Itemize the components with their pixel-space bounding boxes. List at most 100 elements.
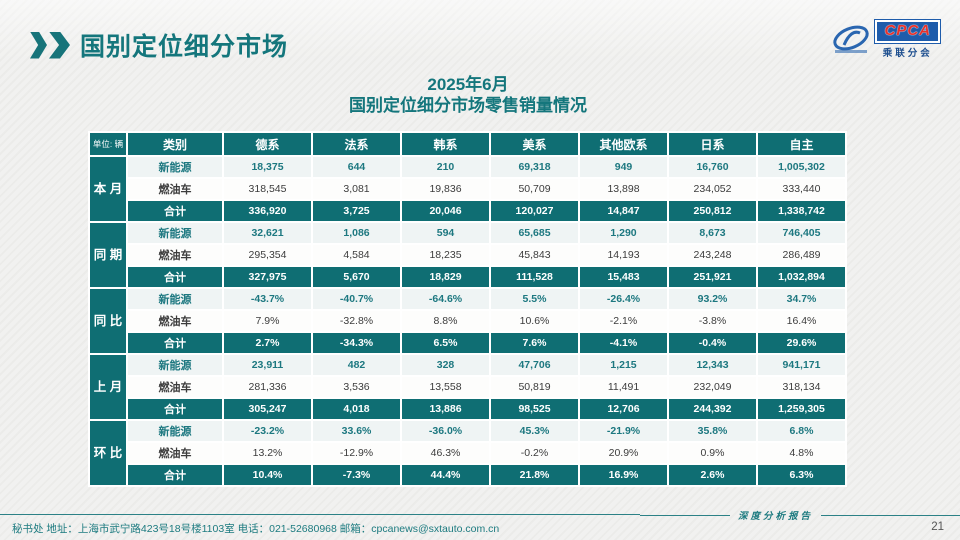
table-cell: -21.9% (580, 421, 667, 441)
row-label: 新能源 (128, 223, 222, 243)
group-label: 同 比 (90, 289, 126, 353)
table-cell: -34.3% (313, 333, 400, 353)
table-cell: -64.6% (402, 289, 489, 309)
table-cell: 1,290 (580, 223, 667, 243)
cpca-logo-text: CPCA 乘联分会 (874, 19, 941, 59)
table-cell: 244,392 (669, 399, 756, 419)
page-title: 国别定位细分市场 (80, 33, 289, 61)
table-cell: 15,483 (580, 267, 667, 287)
table-cell: 45,843 (491, 245, 578, 265)
cpca-logo-swoosh-icon (831, 21, 871, 57)
row-label: 燃油车 (128, 377, 222, 397)
group-label: 本 月 (90, 157, 126, 221)
sales-table: 单位: 辆类别 德系 法系 韩系 美系 其他欧系 日系 自主本 月新能源 18,375 644 21… (88, 131, 847, 487)
table-cell: 1,259,305 (758, 399, 845, 419)
cpca-name-cn: 乘联分会 (882, 47, 933, 59)
row-label: 燃油车 (128, 311, 222, 331)
table-title-line1: 2025年6月 (427, 75, 509, 94)
table-cell: 120,027 (491, 201, 578, 221)
table-row: 燃油车 318,545 3,081 19,836 50,709 13,898 234,052… (90, 179, 845, 199)
table-cell: 10.6% (491, 311, 578, 331)
table-cell: 232,049 (669, 377, 756, 397)
table-cell: 18,829 (402, 267, 489, 287)
table-cell: -4.1% (580, 333, 667, 353)
row-label: 合计 (128, 201, 222, 221)
table-cell: 47,706 (491, 355, 578, 375)
table-cell: 10.4% (224, 465, 311, 485)
table-cell: 2.6% (669, 465, 756, 485)
column-header: 其他欧系 (580, 133, 667, 155)
table-title: 2025年6月 国别定位细分市场零售销量情况 (88, 74, 848, 117)
table-cell: 50,709 (491, 179, 578, 199)
table-cell: 69,318 (491, 157, 578, 177)
table-cell: 286,489 (758, 245, 845, 265)
table-cell: 65,685 (491, 223, 578, 243)
row-label: 合计 (128, 333, 222, 353)
table-cell: 0.9% (669, 443, 756, 463)
column-header: 美系 (491, 133, 578, 155)
table-cell: -0.2% (491, 443, 578, 463)
row-label: 新能源 (128, 355, 222, 375)
table-cell: 18,375 (224, 157, 311, 177)
table-cell: 35.8% (669, 421, 756, 441)
table-cell: 4,584 (313, 245, 400, 265)
table-cell: 1,086 (313, 223, 400, 243)
table-cell: 281,336 (224, 377, 311, 397)
column-header: 自主 (758, 133, 845, 155)
table-cell: 2.7% (224, 333, 311, 353)
table-cell: -0.4% (669, 333, 756, 353)
table-cell: 8.8% (402, 311, 489, 331)
cpca-logo: CPCA 乘联分会 (831, 19, 941, 59)
table-cell: 14,847 (580, 201, 667, 221)
table-cell: 98,525 (491, 399, 578, 419)
double-chevron-icon (30, 31, 70, 59)
table-row: 环 比新能源 -23.2% 33.6% -36.0% 45.3% -21.9% 35.8% 6… (90, 421, 845, 485)
table-cell: 20.9% (580, 443, 667, 463)
table-cell: 949 (580, 157, 667, 177)
table-cell: 318,134 (758, 377, 845, 397)
table-cell: 8,673 (669, 223, 756, 243)
column-header: 德系 (224, 133, 311, 155)
row-label: 合计 (128, 465, 222, 485)
row-label: 新能源 (128, 289, 222, 309)
table-row: 燃油车 13.2% -12.9% 46.3% -0.2% 20.9% 0.9% 4.8% (90, 443, 845, 463)
table-cell: 111,528 (491, 267, 578, 287)
table-cell: 19,836 (402, 179, 489, 199)
table-row: 同 期新能源 32,621 1,086 594 65,685 1,290 8,673 746,… (90, 223, 845, 287)
table-cell: -2.1% (580, 311, 667, 331)
footer-report-label: 深度分析报告 (738, 511, 814, 522)
table-cell: 336,920 (224, 201, 311, 221)
table-cell: 93.2% (669, 289, 756, 309)
table-cell: 44.4% (402, 465, 489, 485)
table-row: 合计 2.7% -34.3% 6.5% 7.6% -4.1% -0.4% 29.6% (90, 333, 845, 353)
column-header: 韩系 (402, 133, 489, 155)
table-cell: 29.6% (758, 333, 845, 353)
table-cell: 210 (402, 157, 489, 177)
slide-header: 国别定位细分市场 (30, 27, 288, 63)
table-row: 燃油车 7.9% -32.8% 8.8% 10.6% -2.1% -3.8% 16.4% (90, 311, 845, 331)
table-cell: 3,725 (313, 201, 400, 221)
table-row: 燃油车 295,354 4,584 18,235 45,843 14,193 243,248… (90, 245, 845, 265)
table-cell: 11,491 (580, 377, 667, 397)
page-number: 21 (931, 521, 944, 533)
table-cell: 482 (313, 355, 400, 375)
table-cell: 13,886 (402, 399, 489, 419)
table-cell: 1,215 (580, 355, 667, 375)
table-cell: 7.6% (491, 333, 578, 353)
table-cell: 13,558 (402, 377, 489, 397)
table-row: 合计 336,920 3,725 20,046 120,027 14,847 250,812… (90, 201, 845, 221)
column-header: 法系 (313, 133, 400, 155)
table-row: 同 比新能源 -43.7% -40.7% -64.6% 5.5% -26.4% 93.2% 3… (90, 289, 845, 353)
table-cell: -36.0% (402, 421, 489, 441)
group-label: 上 月 (90, 355, 126, 419)
table-cell: 1,032,894 (758, 267, 845, 287)
table-header-row: 单位: 辆类别 德系 法系 韩系 美系 其他欧系 日系 自主 (90, 133, 845, 155)
table-cell: -3.8% (669, 311, 756, 331)
unit-label: 单位: 辆 (90, 133, 126, 155)
row-label: 燃油车 (128, 245, 222, 265)
row-label: 合计 (128, 267, 222, 287)
row-label: 燃油车 (128, 179, 222, 199)
group-label: 环 比 (90, 421, 126, 485)
table-cell: 12,706 (580, 399, 667, 419)
